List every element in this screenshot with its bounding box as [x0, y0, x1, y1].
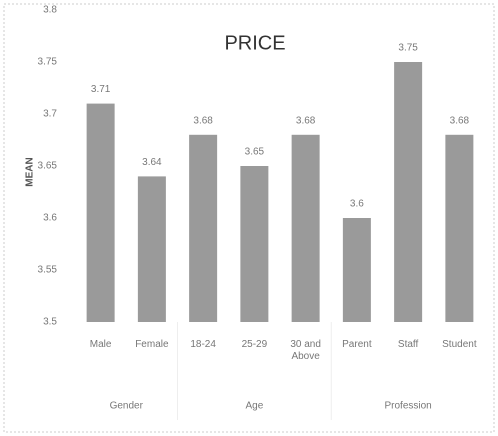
data-label: 3.71 — [91, 84, 111, 95]
x-tick-label: 25-29 — [241, 339, 268, 350]
chart-border — [3, 3, 495, 433]
group-label: Age — [245, 401, 263, 412]
data-label: 3.75 — [398, 43, 418, 54]
data-label: 3.64 — [142, 157, 162, 168]
data-label: 3.68 — [450, 115, 470, 126]
y-tick-label: 3.5 — [43, 317, 57, 328]
bar — [445, 134, 474, 322]
bar — [291, 134, 320, 322]
x-tick-label: Parent — [342, 339, 372, 350]
x-tick-label: 30 and Above — [290, 339, 321, 362]
x-tick-label: Male — [89, 339, 112, 350]
x-tick-label: Student — [442, 339, 477, 350]
data-label: 3.65 — [245, 147, 265, 158]
data-label: 3.68 — [296, 115, 316, 126]
y-tick-label: 3.6 — [43, 213, 57, 224]
bar — [342, 218, 371, 322]
data-label: 3.68 — [193, 115, 213, 126]
bar — [240, 166, 269, 322]
chart-title: PRICE — [224, 32, 285, 54]
y-tick-label: 3.75 — [38, 57, 58, 68]
bar — [189, 134, 218, 322]
y-tick-label: 3.55 — [38, 265, 58, 276]
x-tick-label: Female — [135, 339, 169, 350]
x-tick-label: Staff — [397, 339, 419, 350]
y-tick-label: 3.7 — [43, 109, 57, 120]
y-tick-label: 3.8 — [43, 5, 57, 16]
y-axis-label: MEAN — [25, 157, 36, 186]
data-label: 3.6 — [350, 199, 364, 210]
group-label: Gender — [110, 401, 144, 412]
bar — [137, 176, 166, 322]
bar — [86, 103, 115, 322]
group-label: Profession — [385, 401, 432, 412]
x-tick-label: 18-24 — [190, 339, 216, 350]
y-tick-label: 3.65 — [38, 161, 58, 172]
bar — [394, 62, 423, 322]
